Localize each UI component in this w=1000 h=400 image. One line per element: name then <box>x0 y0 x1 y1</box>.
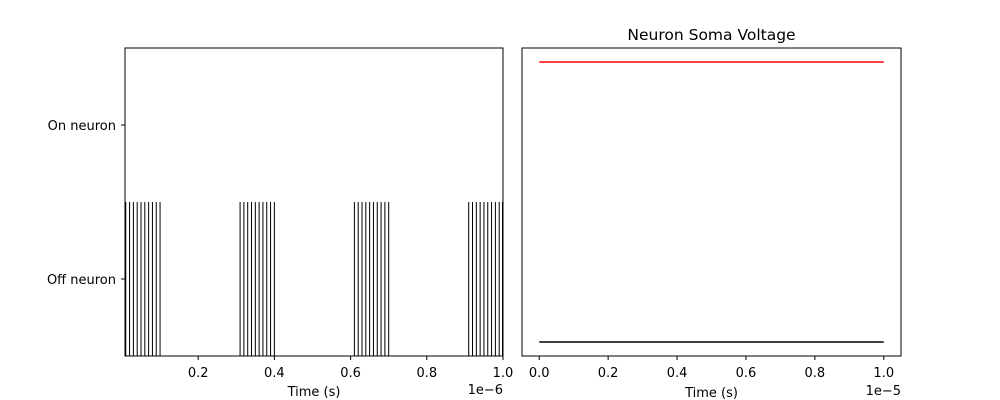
voltage-x-offset-label: 1e−5 <box>866 384 901 399</box>
raster-x-tick-label: 0.2 <box>188 366 209 381</box>
soma-voltage-panel: Neuron Soma Voltage 0.0 0.2 0.4 0.6 0.8 1.0 T… <box>521 26 902 400</box>
spike-raster-panel: 0.2 0.4 0.6 0.8 1.0 On neuron Off neuron Time… <box>47 47 514 400</box>
voltage-x-tick-label: 1.0 <box>873 366 894 381</box>
raster-axes-frame <box>124 47 504 357</box>
voltage-x-tick-label: 0.4 <box>667 366 688 381</box>
voltage-x-axis-label: Time (s) <box>684 386 738 400</box>
raster-x-tick-label: 0.6 <box>340 366 361 381</box>
voltage-x-tick-label: 0.2 <box>598 366 619 381</box>
raster-x-axis-label: Time (s) <box>287 385 341 400</box>
raster-x-ticks: 0.2 0.4 0.6 0.8 1.0 <box>188 356 514 381</box>
voltage-chart-title: Neuron Soma Voltage <box>627 26 795 44</box>
raster-y-tick-label: Off neuron <box>47 273 116 288</box>
raster-x-tick-label: 0.8 <box>416 366 437 381</box>
voltage-axes-frame <box>521 47 902 357</box>
raster-y-tick-label: On neuron <box>48 119 116 134</box>
raster-x-tick-label: 1.0 <box>493 366 514 381</box>
voltage-x-ticks: 0.0 0.2 0.4 0.6 0.8 1.0 <box>529 356 894 381</box>
voltage-lines <box>539 61 884 343</box>
raster-x-offset-label: 1e−6 <box>468 383 503 398</box>
voltage-x-tick-label: 0.6 <box>736 366 757 381</box>
raster-y-ticks: On neuron Off neuron <box>47 119 125 288</box>
raster-x-tick-label: 0.4 <box>264 366 285 381</box>
voltage-x-tick-label: 0.8 <box>805 366 826 381</box>
raster-spikes <box>125 202 503 356</box>
voltage-x-tick-label: 0.0 <box>529 366 550 381</box>
